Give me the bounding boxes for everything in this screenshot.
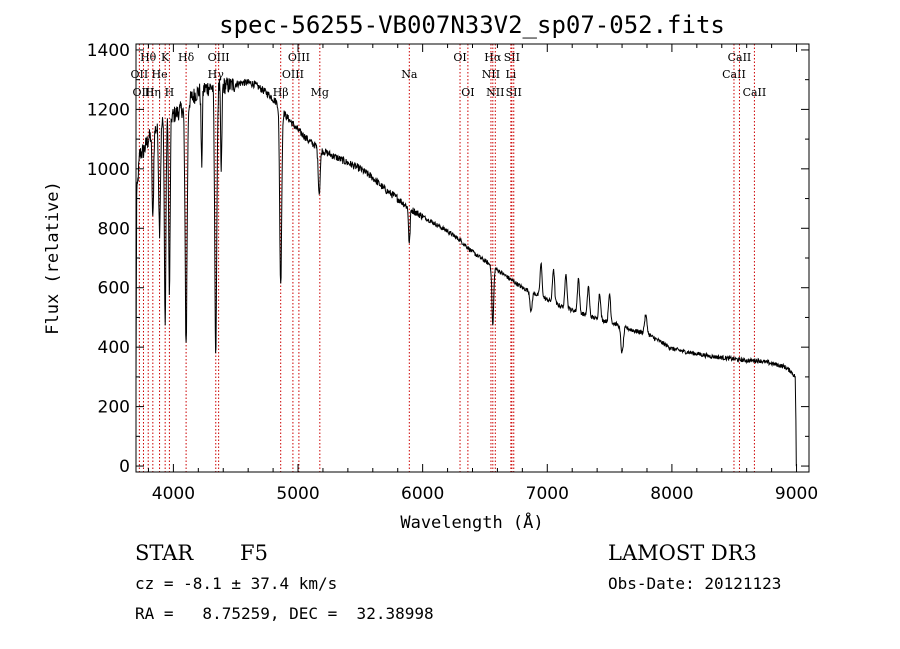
x-axis-ticks: 4000 5000 6000 7000 8000 9000 [147, 44, 818, 504]
line-marker-label: NII [482, 68, 500, 81]
x-tick-label: 4000 [152, 484, 195, 504]
line-marker-label: Hβ [273, 86, 289, 99]
object-subclass: F5 [240, 541, 268, 565]
y-tick-label: 1200 [87, 100, 130, 120]
line-marker-label: K [161, 51, 170, 64]
x-tick-label: 9000 [775, 484, 818, 504]
y-tick-label: 400 [98, 338, 130, 358]
line-marker-label: Mg [311, 86, 329, 99]
line-marker-label: OIII [288, 51, 310, 64]
line-marker-label: OIII [208, 51, 230, 64]
y-axis-label: Flux (relative) [43, 181, 63, 335]
chart-title: spec-56255-VB007N33V2_sp07-052.fits [219, 11, 725, 39]
x-axis-label: Wavelength (Å) [400, 511, 543, 533]
line-marker-label: SII [506, 86, 522, 99]
redshift-text: cz = -8.1 ± 37.4 km/s [135, 574, 337, 593]
object-class: STAR [135, 541, 194, 565]
line-marker-label: OIII [282, 68, 304, 81]
spectral-line-markers: Hθ OII OIII He Hη K H Hδ Hγ OIII Hβ OIII OIII Mg Na OI O… [131, 44, 767, 472]
y-tick-label: 800 [98, 219, 130, 239]
line-marker-label: CaII [728, 51, 752, 64]
y-tick-label: 1000 [87, 160, 130, 180]
y-tick-label: 600 [98, 279, 130, 299]
line-marker-label: OII [131, 68, 149, 81]
line-marker-label: CaII [722, 68, 746, 81]
spectrum-series-line [135, 77, 797, 467]
line-marker-label: NII [486, 86, 504, 99]
y-tick-label: 200 [98, 398, 130, 418]
line-marker-label: OIII [132, 86, 154, 99]
line-marker-label: Na [401, 68, 418, 81]
line-marker-label: Hη [145, 86, 161, 99]
line-marker-label: OI [453, 51, 466, 64]
line-marker-label: CaII [743, 86, 767, 99]
line-marker-label: SII [504, 51, 520, 64]
x-tick-label: 7000 [526, 484, 569, 504]
x-tick-label: 5000 [276, 484, 319, 504]
y-tick-label: 0 [119, 457, 130, 477]
x-tick-label: 8000 [650, 484, 693, 504]
x-tick-label: 6000 [401, 484, 444, 504]
ra-dec-text: RA = 8.75259, DEC = 32.38998 [135, 604, 434, 623]
line-marker-label: H [165, 86, 175, 99]
y-tick-label: 1400 [87, 41, 130, 61]
plot-frame [135, 43, 810, 473]
obs-date-text: Obs-Date: 20121123 [608, 574, 781, 593]
line-marker-label: He [152, 68, 168, 81]
survey-name: LAMOST DR3 [608, 541, 757, 565]
line-marker-label: Hθ [140, 51, 157, 64]
line-marker-label: Hα [484, 51, 502, 64]
y-axis-ticks: 0 200 400 600 800 1000 1200 1400 [87, 41, 809, 477]
line-marker-label: Li [505, 68, 516, 81]
line-marker-label: OI [461, 86, 474, 99]
line-marker-label: Hγ [208, 68, 225, 81]
line-marker-label: Hδ [178, 51, 195, 64]
